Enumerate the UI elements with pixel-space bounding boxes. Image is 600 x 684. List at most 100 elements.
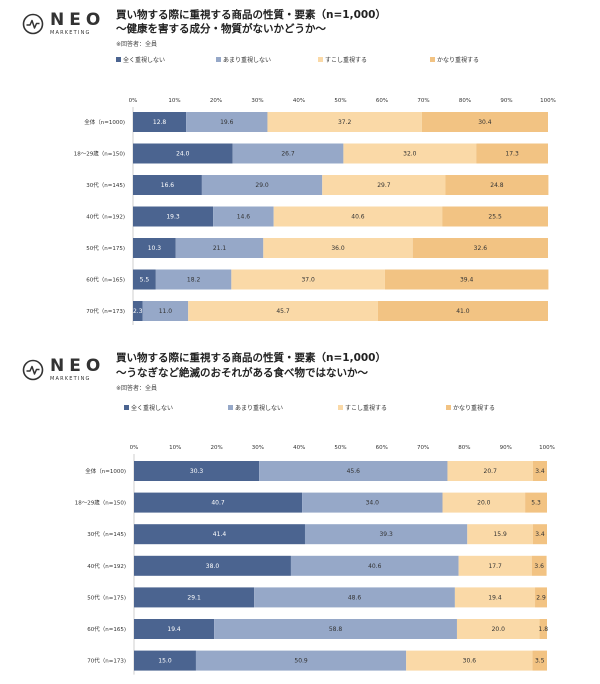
logo-subtitle: MARKETING xyxy=(50,30,91,36)
bar-segment xyxy=(259,461,448,481)
bar-segment xyxy=(458,555,532,576)
data-label: 41.4 xyxy=(213,531,227,538)
data-label: 19.4 xyxy=(488,594,502,601)
bar-segment xyxy=(188,301,378,321)
data-label: 32.0 xyxy=(403,151,417,158)
bar-segment xyxy=(201,175,323,195)
bar-segment xyxy=(377,301,548,321)
data-label: 38.0 xyxy=(206,563,220,570)
bar-segment xyxy=(186,112,268,132)
stacked-bar-chart: 全く重視しない あまり重視しない すこし重視する かなり重視する 0% 10% 20% 30%… xyxy=(75,404,555,675)
bar-segment xyxy=(133,175,202,195)
stacked-bar-chart: 全く重視しない あまり重視しない すこし重視する かなり重視する 0% 10% 20% 30%… xyxy=(74,56,556,325)
chart-title-line2: 〜健康を害する成分・物質がないかどうか〜 xyxy=(116,23,326,35)
x-tick-label: 40% xyxy=(293,98,305,104)
bar-segment xyxy=(525,492,547,513)
legend-swatch xyxy=(216,57,221,62)
data-label: 3.4 xyxy=(535,468,545,475)
legend-label: すこし重視する xyxy=(345,404,387,412)
data-label: 3.4 xyxy=(535,531,545,538)
data-label: 25.5 xyxy=(488,214,502,221)
legend-label: かなり重視する xyxy=(437,56,479,64)
category-label: 18〜29歳（n=150) xyxy=(75,499,126,507)
bar-segment xyxy=(142,301,189,321)
data-label: 19.3 xyxy=(166,214,180,221)
legend-swatch xyxy=(228,405,233,410)
legend-label: あまり重視しない xyxy=(235,404,283,412)
data-label: 24.0 xyxy=(176,151,190,158)
bar-segment xyxy=(302,492,443,513)
bar-segment xyxy=(232,143,344,164)
bar-segment xyxy=(254,587,455,608)
bar-segment xyxy=(539,619,547,639)
data-label: 20.0 xyxy=(477,500,491,507)
logo-name: NEO xyxy=(50,356,106,376)
data-label: 29.0 xyxy=(255,182,269,189)
category-label: 40代（n=192) xyxy=(87,562,126,570)
data-label: 19.6 xyxy=(220,119,234,126)
data-label: 17.3 xyxy=(505,151,519,158)
bar-segment xyxy=(532,461,547,481)
data-label: 50.9 xyxy=(294,658,308,665)
category-label: 30代（n=145) xyxy=(87,530,126,538)
data-label: 37.2 xyxy=(338,119,352,126)
logo-subtitle: MARKETING xyxy=(50,376,91,382)
bar-segment xyxy=(343,143,477,164)
x-tick-label: 10% xyxy=(168,98,180,104)
bar-segment xyxy=(267,112,422,132)
data-label: 26.7 xyxy=(281,151,295,158)
bar-segment xyxy=(532,524,547,545)
x-tick-label: 10% xyxy=(169,445,181,451)
bar-segment xyxy=(134,619,215,639)
x-tick-label: 20% xyxy=(210,445,222,451)
bar-segment xyxy=(467,524,533,545)
bar-segment xyxy=(133,112,187,132)
x-tick-label: 40% xyxy=(293,445,305,451)
data-label: 20.7 xyxy=(484,468,498,475)
data-label: 17.7 xyxy=(488,563,502,570)
bar-segment xyxy=(304,524,468,545)
category-label: 18〜29歳（n=150) xyxy=(74,150,125,158)
legend-swatch xyxy=(430,57,435,62)
bar-segment xyxy=(213,206,274,227)
data-label: 39.3 xyxy=(379,531,393,538)
bar-segment xyxy=(322,175,446,195)
bar-segment xyxy=(133,206,214,227)
bar-segment xyxy=(531,555,547,576)
data-label: 21.1 xyxy=(213,245,227,252)
legend-label: 全く重視しない xyxy=(123,56,165,64)
logo-name: NEO xyxy=(50,10,106,30)
x-tick-label: 80% xyxy=(458,445,470,451)
bar-segment xyxy=(445,175,549,195)
data-label: 16.6 xyxy=(161,182,175,189)
bar-segment xyxy=(134,461,260,481)
x-tick-label: 30% xyxy=(252,445,264,451)
x-tick-label: 90% xyxy=(500,98,512,104)
bar-segment xyxy=(476,143,548,164)
data-label: 10.3 xyxy=(148,245,162,252)
category-label: 全体（n=1000) xyxy=(85,467,126,475)
chart-panel-2: NEO MARKETING 買い物する際に重視する商品の性質・要素（n=1,00… xyxy=(0,342,600,684)
category-label: 50代（n=175) xyxy=(86,244,125,252)
data-label: 2.9 xyxy=(536,594,546,601)
data-label: 3.6 xyxy=(534,563,544,570)
data-label: 19.4 xyxy=(167,626,181,633)
x-tick-label: 0% xyxy=(129,98,138,104)
bar-segment xyxy=(406,650,533,671)
respondent-note: ※回答者：全員 xyxy=(116,41,158,48)
bar-segment xyxy=(263,238,413,258)
bar-segment xyxy=(134,492,303,513)
neo-logo-icon xyxy=(22,13,44,35)
x-tick-label: 30% xyxy=(251,98,263,104)
bar-segment xyxy=(231,269,385,290)
bar-segment xyxy=(134,650,196,671)
legend-swatch xyxy=(338,405,343,410)
x-tick-label: 70% xyxy=(417,98,429,104)
x-tick-label: 0% xyxy=(130,445,139,451)
data-label: 30.4 xyxy=(478,119,492,126)
x-tick-label: 50% xyxy=(334,445,346,451)
data-label: 29.7 xyxy=(377,182,391,189)
neo-marketing-logo: NEO MARKETING xyxy=(22,358,105,382)
x-tick-label: 60% xyxy=(376,98,388,104)
data-label: 48.6 xyxy=(348,594,362,601)
